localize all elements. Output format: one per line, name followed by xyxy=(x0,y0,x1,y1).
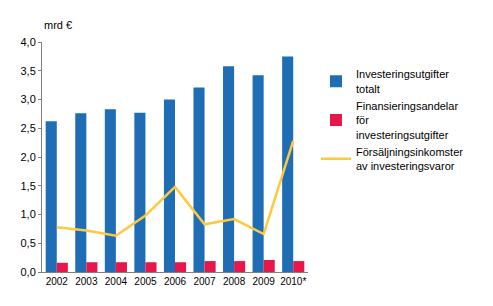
svg-text:2007: 2007 xyxy=(193,276,216,287)
svg-text:2008: 2008 xyxy=(223,276,246,287)
svg-text:Investeringsutgiftertotalt: Investeringsutgiftertotalt xyxy=(356,68,449,94)
svg-text:2003: 2003 xyxy=(75,276,98,287)
svg-text:2,5: 2,5 xyxy=(21,122,36,134)
svg-text:0,5: 0,5 xyxy=(21,237,36,249)
svg-text:3,0: 3,0 xyxy=(21,93,36,105)
svg-text:0,0: 0,0 xyxy=(21,266,36,278)
svg-text:4,0: 4,0 xyxy=(21,36,36,48)
svg-text:3,5: 3,5 xyxy=(21,65,36,77)
svg-text:Finansieringsandelarförinveste: Finansieringsandelarförinvesteringsutgif… xyxy=(356,100,458,141)
svg-text:2005: 2005 xyxy=(134,276,157,287)
svg-text:2,0: 2,0 xyxy=(21,151,36,163)
svg-text:2006: 2006 xyxy=(164,276,187,287)
svg-text:2002: 2002 xyxy=(46,276,69,287)
svg-text:1,0: 1,0 xyxy=(21,208,36,220)
svg-text:mrd €: mrd € xyxy=(44,19,72,31)
svg-text:2004: 2004 xyxy=(105,276,128,287)
svg-text:1,5: 1,5 xyxy=(21,180,36,192)
svg-text:Försäljningsinkomsterav invest: Försäljningsinkomsterav investeringsvaro… xyxy=(356,146,463,172)
svg-text:2009: 2009 xyxy=(253,276,276,287)
svg-text:2010*: 2010* xyxy=(280,276,306,287)
